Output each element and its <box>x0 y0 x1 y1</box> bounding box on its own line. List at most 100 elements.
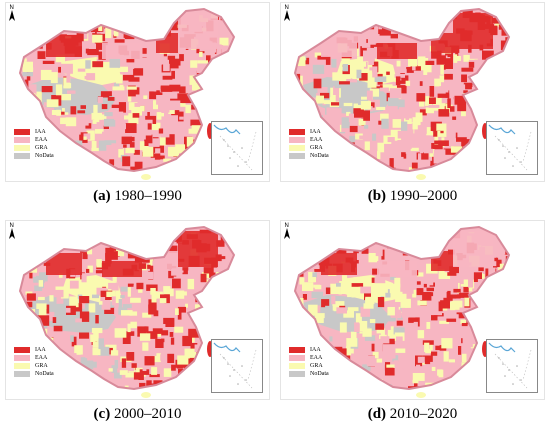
county-cell <box>118 148 124 158</box>
panel-caption: (c) 2000–2010 <box>93 406 182 422</box>
county-cell <box>463 123 471 128</box>
county-cell <box>372 351 379 359</box>
county-cell <box>347 287 352 298</box>
legend-item: EAA <box>14 136 54 144</box>
county-cell <box>222 324 227 336</box>
county-cell <box>431 29 437 40</box>
county-cell <box>180 162 192 167</box>
county-cell <box>26 301 33 308</box>
county-cell <box>314 52 322 58</box>
county-cell <box>387 97 399 107</box>
county-cell <box>74 152 85 163</box>
county-cell <box>133 285 139 295</box>
county-cell <box>426 287 434 292</box>
county-cell <box>333 275 346 281</box>
county-cell <box>427 276 434 286</box>
county-cell <box>434 233 442 244</box>
county-cell <box>324 100 334 105</box>
county-cell <box>169 332 174 337</box>
county-cell <box>503 287 507 292</box>
county-cell <box>176 125 181 136</box>
county-cell <box>459 368 465 378</box>
county-cell <box>399 69 407 75</box>
county-cell <box>75 318 82 323</box>
county-cell <box>144 90 150 96</box>
county-cell <box>53 289 64 298</box>
legend-swatch <box>14 355 30 361</box>
county-cell <box>113 248 125 257</box>
region-block <box>453 13 493 49</box>
county-cell <box>378 227 382 238</box>
county-cell <box>116 123 126 130</box>
county-cell <box>301 167 310 171</box>
county-cell <box>377 9 390 14</box>
county-cell <box>320 92 330 99</box>
county-cell <box>362 364 371 371</box>
county-cell <box>226 108 234 113</box>
county-cell <box>63 77 71 89</box>
county-cell <box>478 267 484 272</box>
county-cell <box>422 355 433 362</box>
county-cell <box>492 310 499 317</box>
hainan-island <box>416 392 426 398</box>
county-cell <box>144 356 155 366</box>
county-cell <box>121 310 133 316</box>
county-cell <box>359 73 368 81</box>
county-cell <box>100 297 106 302</box>
county-cell <box>317 87 328 97</box>
county-cell <box>455 132 467 142</box>
county-cell <box>147 123 152 130</box>
county-cell <box>97 96 103 104</box>
county-cell <box>377 151 381 159</box>
county-cell <box>196 365 201 369</box>
county-cell <box>313 284 321 288</box>
region-block <box>453 231 493 267</box>
county-cell <box>101 15 108 20</box>
county-cell <box>429 97 436 104</box>
county-cell <box>86 130 95 141</box>
county-cell <box>70 273 76 277</box>
county-cell <box>443 290 453 301</box>
county-cell <box>200 273 207 283</box>
county-cell <box>412 117 421 125</box>
county-cell <box>142 367 147 371</box>
county-cell <box>106 227 113 235</box>
county-cell <box>331 23 339 27</box>
county-cell <box>444 73 453 80</box>
county-cell <box>325 166 332 171</box>
county-cell <box>329 167 335 171</box>
county-cell <box>31 229 35 240</box>
county-cell <box>193 379 198 383</box>
county-cell <box>345 162 356 171</box>
county-cell <box>296 56 306 66</box>
legend-item: GRA <box>14 362 54 370</box>
county-cell <box>388 317 396 322</box>
county-cell <box>422 292 432 301</box>
county-cell <box>167 55 176 60</box>
county-cell <box>109 159 115 168</box>
county-cell <box>76 388 86 389</box>
county-cell <box>301 272 307 282</box>
county-cell <box>354 322 360 332</box>
county-cell <box>426 127 433 136</box>
north-arrow-icon: N <box>9 223 15 239</box>
county-cell <box>386 229 397 240</box>
county-cell <box>494 35 499 42</box>
county-cell <box>380 38 386 46</box>
county-cell <box>42 65 54 69</box>
county-cell <box>139 141 145 151</box>
county-cell <box>224 107 234 112</box>
county-cell <box>116 345 120 353</box>
legend-item: NoData <box>289 370 329 378</box>
county-cell <box>390 275 396 280</box>
county-cell <box>138 229 143 234</box>
county-cell <box>438 269 451 280</box>
county-cell <box>61 369 68 375</box>
county-cell <box>127 93 132 102</box>
county-cell <box>69 280 79 289</box>
county-cell <box>395 348 406 353</box>
county-cell <box>64 106 76 113</box>
county-cell <box>142 312 152 318</box>
county-cell <box>155 338 164 348</box>
county-cell <box>338 150 343 160</box>
